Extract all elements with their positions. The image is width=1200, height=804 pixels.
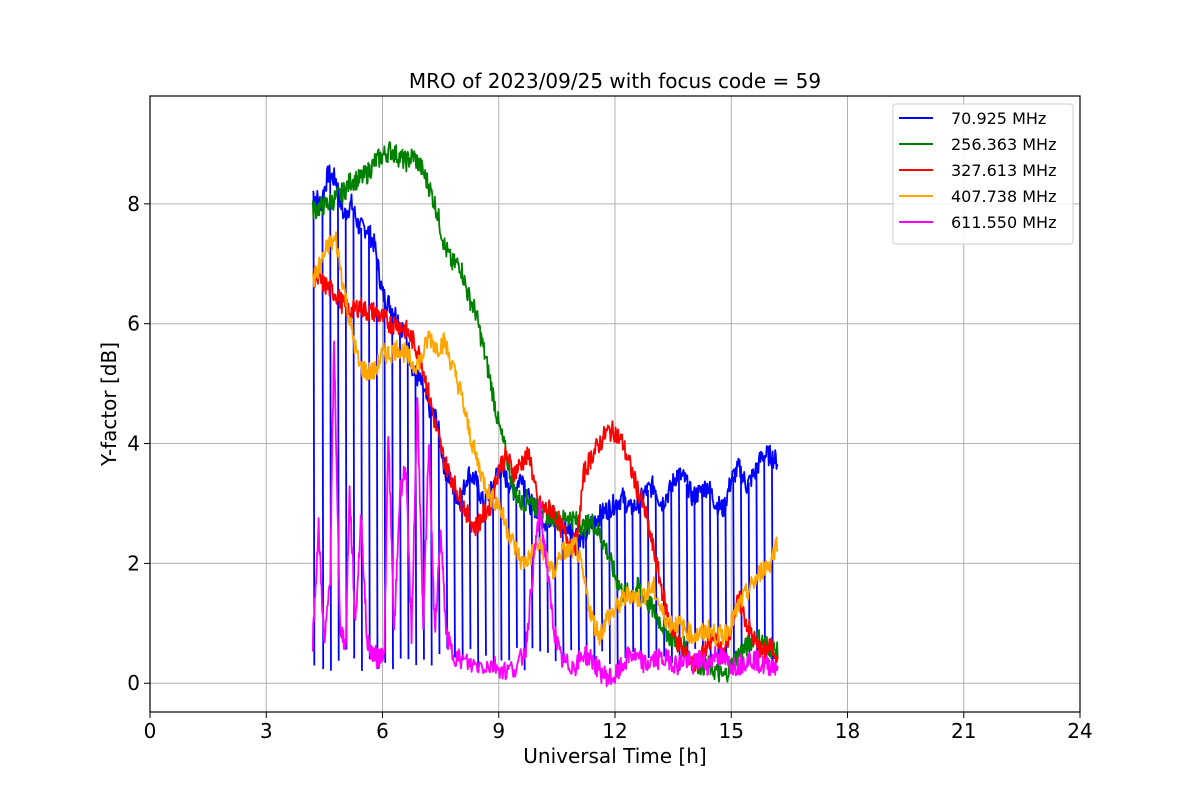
series-line: [312, 164, 779, 549]
y-axis-label: Y-factor [dB]: [97, 342, 121, 467]
x-tick-label: 3: [260, 719, 273, 743]
series-line: [311, 340, 779, 688]
series-dip: [639, 500, 642, 654]
y-tick-label: 4: [127, 432, 140, 456]
series-dip: [693, 495, 697, 649]
series-dip: [546, 519, 549, 653]
series-dip: [453, 489, 456, 658]
series-dip: [312, 193, 316, 666]
legend-label: 407.738 MHz: [951, 187, 1056, 206]
series-dip: [368, 232, 371, 659]
series-dip: [484, 500, 487, 656]
series-dip: [461, 495, 464, 661]
x-axis-ticks: 0 3 6 9 12 15 18 21 24: [144, 712, 1093, 743]
series-dip: [732, 476, 735, 655]
series-dip: [476, 485, 480, 669]
x-tick-label: 21: [951, 719, 976, 743]
series-dip: [608, 507, 611, 665]
legend-label: 256.363 MHz: [951, 135, 1056, 154]
x-tick-label: 15: [719, 719, 744, 743]
series-dip: [499, 470, 503, 661]
series-dip: [701, 489, 704, 648]
series-dip: [631, 507, 635, 653]
series-dip: [623, 500, 627, 659]
series-dip: [561, 527, 565, 663]
x-axis-label: Universal Time [h]: [523, 744, 706, 768]
series-dip: [685, 483, 689, 652]
series-dip: [329, 175, 332, 671]
legend-label: 327.613 MHz: [951, 161, 1056, 180]
series-dip: [585, 534, 588, 663]
series-dip: [414, 374, 418, 666]
series-dip: [344, 212, 348, 650]
series-dip: [763, 455, 766, 657]
x-tick-label: 0: [144, 719, 157, 743]
series-dip: [740, 472, 743, 671]
series-dip: [437, 431, 441, 655]
series-dip: [360, 227, 363, 671]
y-tick-label: 8: [127, 192, 140, 216]
series-dip: [468, 475, 472, 650]
series-dip: [375, 257, 379, 670]
y-tick-label: 6: [127, 312, 140, 336]
x-tick-label: 18: [835, 719, 860, 743]
x-tick-label: 9: [492, 719, 505, 743]
series-dip: [492, 485, 495, 671]
y-axis-ticks: 0 2 4 6 8: [127, 192, 150, 695]
legend-label: 70.925 MHz: [951, 109, 1046, 128]
x-tick-label: 6: [376, 719, 389, 743]
x-tick-label: 24: [1067, 719, 1092, 743]
legend: 70.925 MHz 256.363 MHz 327.613 MHz 407.738 …: [892, 103, 1074, 245]
series-dip: [507, 482, 511, 661]
series-dip: [654, 489, 658, 665]
series-dip: [592, 519, 596, 661]
y-tick-label: 2: [127, 551, 140, 575]
legend-label: 611.550 MHz: [951, 213, 1056, 232]
series-dip: [771, 457, 774, 665]
x-tick-label: 12: [602, 719, 627, 743]
series-dip: [445, 472, 449, 649]
chart-title: MRO of 2023/09/25 with focus code = 59: [409, 69, 821, 93]
series-dip: [530, 504, 534, 649]
series-dip: [515, 486, 518, 648]
series-layer: [311, 141, 779, 688]
y-tick-label: 0: [127, 671, 140, 695]
series-dip: [538, 512, 542, 652]
legend-box: [892, 103, 1074, 245]
